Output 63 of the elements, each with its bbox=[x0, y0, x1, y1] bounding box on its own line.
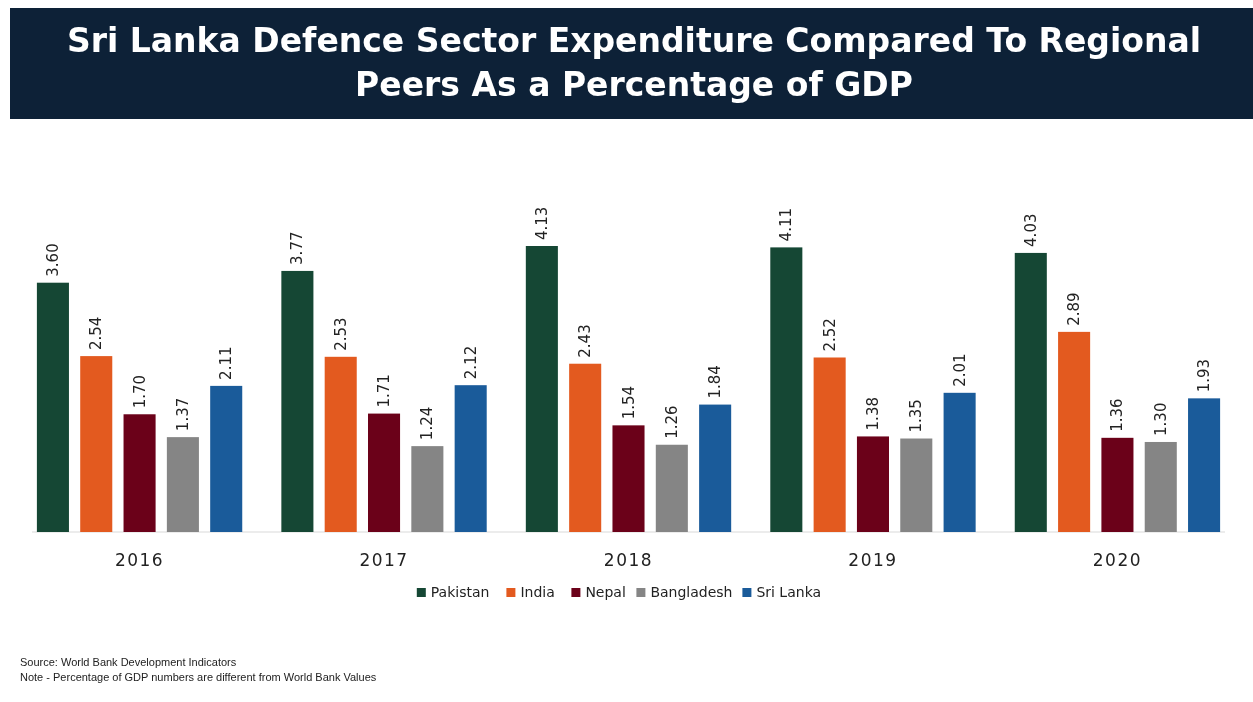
x-tick-label: 2016 bbox=[114, 550, 165, 570]
data-label: 1.35 bbox=[907, 399, 926, 433]
data-label: 2.53 bbox=[331, 317, 350, 351]
bar bbox=[770, 247, 803, 532]
legend-label: Pakistan bbox=[430, 584, 490, 600]
data-label: 1.30 bbox=[1151, 402, 1170, 436]
bar bbox=[1144, 441, 1177, 532]
legend-label: Bangladesh bbox=[650, 584, 733, 600]
x-tick-label: 2018 bbox=[603, 550, 654, 570]
legend-label: India bbox=[520, 584, 555, 600]
data-label: 2.52 bbox=[820, 318, 839, 352]
legend-label: Nepal bbox=[585, 584, 626, 600]
data-label: 1.84 bbox=[706, 365, 725, 399]
bar bbox=[699, 404, 732, 532]
data-label: 2.54 bbox=[87, 316, 106, 351]
bar bbox=[368, 413, 401, 532]
bar bbox=[123, 414, 156, 532]
bar bbox=[411, 446, 444, 532]
data-label: 2.43 bbox=[576, 324, 595, 358]
data-label: 4.03 bbox=[1021, 213, 1040, 247]
data-label: 2.11 bbox=[217, 346, 236, 380]
bar bbox=[324, 356, 357, 532]
x-tick-label: 2017 bbox=[359, 550, 409, 570]
bar bbox=[210, 385, 243, 532]
bar bbox=[900, 438, 933, 532]
data-label: 1.26 bbox=[662, 405, 681, 439]
data-label: 1.54 bbox=[619, 385, 638, 420]
data-label: 2.89 bbox=[1065, 292, 1084, 326]
data-label: 2.01 bbox=[950, 353, 969, 387]
bar bbox=[281, 270, 314, 532]
bar bbox=[1058, 331, 1091, 532]
bar bbox=[454, 385, 487, 532]
data-label: 1.24 bbox=[418, 406, 437, 441]
data-label: 3.77 bbox=[288, 231, 307, 265]
bar bbox=[36, 282, 69, 532]
bar bbox=[1188, 398, 1221, 532]
data-label: 1.36 bbox=[1108, 398, 1127, 432]
source-note: Source: World Bank Development Indicators bbox=[20, 656, 237, 668]
data-label: 4.13 bbox=[532, 206, 551, 240]
bar bbox=[813, 357, 846, 532]
bar bbox=[1014, 252, 1047, 532]
bar bbox=[612, 425, 645, 532]
data-label: 1.71 bbox=[375, 374, 394, 408]
x-tick-label: 2019 bbox=[848, 550, 898, 570]
x-tick-label: 2020 bbox=[1092, 550, 1143, 570]
data-label: 1.93 bbox=[1195, 358, 1214, 393]
data-label: 1.70 bbox=[130, 374, 149, 409]
data-label: 1.37 bbox=[173, 397, 192, 432]
bar bbox=[943, 392, 976, 532]
data-label: 4.11 bbox=[777, 207, 796, 242]
data-label: 3.60 bbox=[43, 243, 62, 277]
bar bbox=[569, 363, 602, 532]
data-label: 1.38 bbox=[863, 397, 882, 431]
bar bbox=[80, 356, 113, 532]
bar bbox=[166, 437, 199, 532]
bar bbox=[525, 246, 558, 532]
text: Note - Percentage of GDP numbers are different from World Bank Values bbox=[20, 671, 377, 683]
legend-label: Sri Lanka bbox=[756, 584, 822, 600]
bar bbox=[1101, 437, 1134, 532]
bar bbox=[655, 444, 688, 532]
bar bbox=[856, 436, 889, 532]
data-label: 2.12 bbox=[461, 345, 480, 380]
chart-title: Sri Lanka Defence Sector Expenditure Compared To Regional Peers As a Percentage of GDP bbox=[66, 21, 1202, 104]
